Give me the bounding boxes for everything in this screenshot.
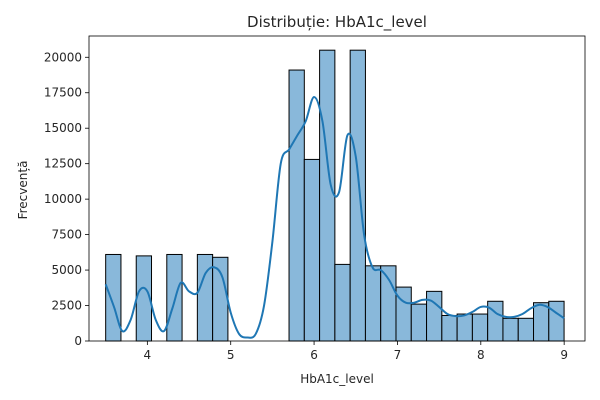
histogram-bar <box>364 265 382 342</box>
histogram-bar <box>426 290 443 342</box>
histogram-bar <box>380 265 397 342</box>
kde-line <box>104 95 565 339</box>
y-tick-label: 15000 <box>44 121 82 135</box>
chart-title: Distribuție: HbA1c_level <box>247 13 427 32</box>
histogram-bar <box>349 49 366 342</box>
plot-frame <box>88 35 586 342</box>
x-axis-ticks: 4 5 6 7 8 9 <box>144 341 568 362</box>
y-tick-label: 12500 <box>44 157 82 171</box>
y-tick-label: 2500 <box>51 299 82 313</box>
histogram-bar <box>471 313 489 342</box>
kde-layer <box>104 95 565 339</box>
histogram-bar <box>288 69 305 342</box>
histogram-bar <box>303 158 321 342</box>
x-tick-label: 9 <box>560 348 568 362</box>
histogram-bar <box>334 263 351 342</box>
y-axis-label: Frecvență <box>16 161 30 220</box>
histogram-bar <box>319 49 336 342</box>
histogram-bar <box>533 302 550 342</box>
histogram-bar <box>410 303 428 342</box>
x-axis-label: HbA1c_level <box>300 372 374 386</box>
y-tick-label: 0 <box>74 334 82 348</box>
histogram-bar <box>105 253 122 342</box>
x-tick-label: 7 <box>394 348 402 362</box>
y-tick-label: 5000 <box>51 263 82 277</box>
x-tick-label: 5 <box>227 348 235 362</box>
histogram-bar <box>441 314 458 342</box>
y-tick-label: 10000 <box>44 192 82 206</box>
y-tick-label: 17500 <box>44 86 82 100</box>
y-tick-label: 7500 <box>51 228 82 242</box>
histogram-bar <box>517 317 535 342</box>
x-tick-label: 4 <box>144 348 152 362</box>
histogram-bar <box>212 256 229 342</box>
histogram-bar <box>456 313 473 342</box>
x-tick-label: 8 <box>477 348 485 362</box>
histogram-bar <box>502 317 519 342</box>
histogram-bar <box>548 300 565 342</box>
y-tick-label: 20000 <box>44 50 82 64</box>
x-tick-label: 6 <box>310 348 318 362</box>
y-axis-ticks: 0 2500 5000 7500 10000 12500 15000 17500 20000 <box>44 50 89 348</box>
